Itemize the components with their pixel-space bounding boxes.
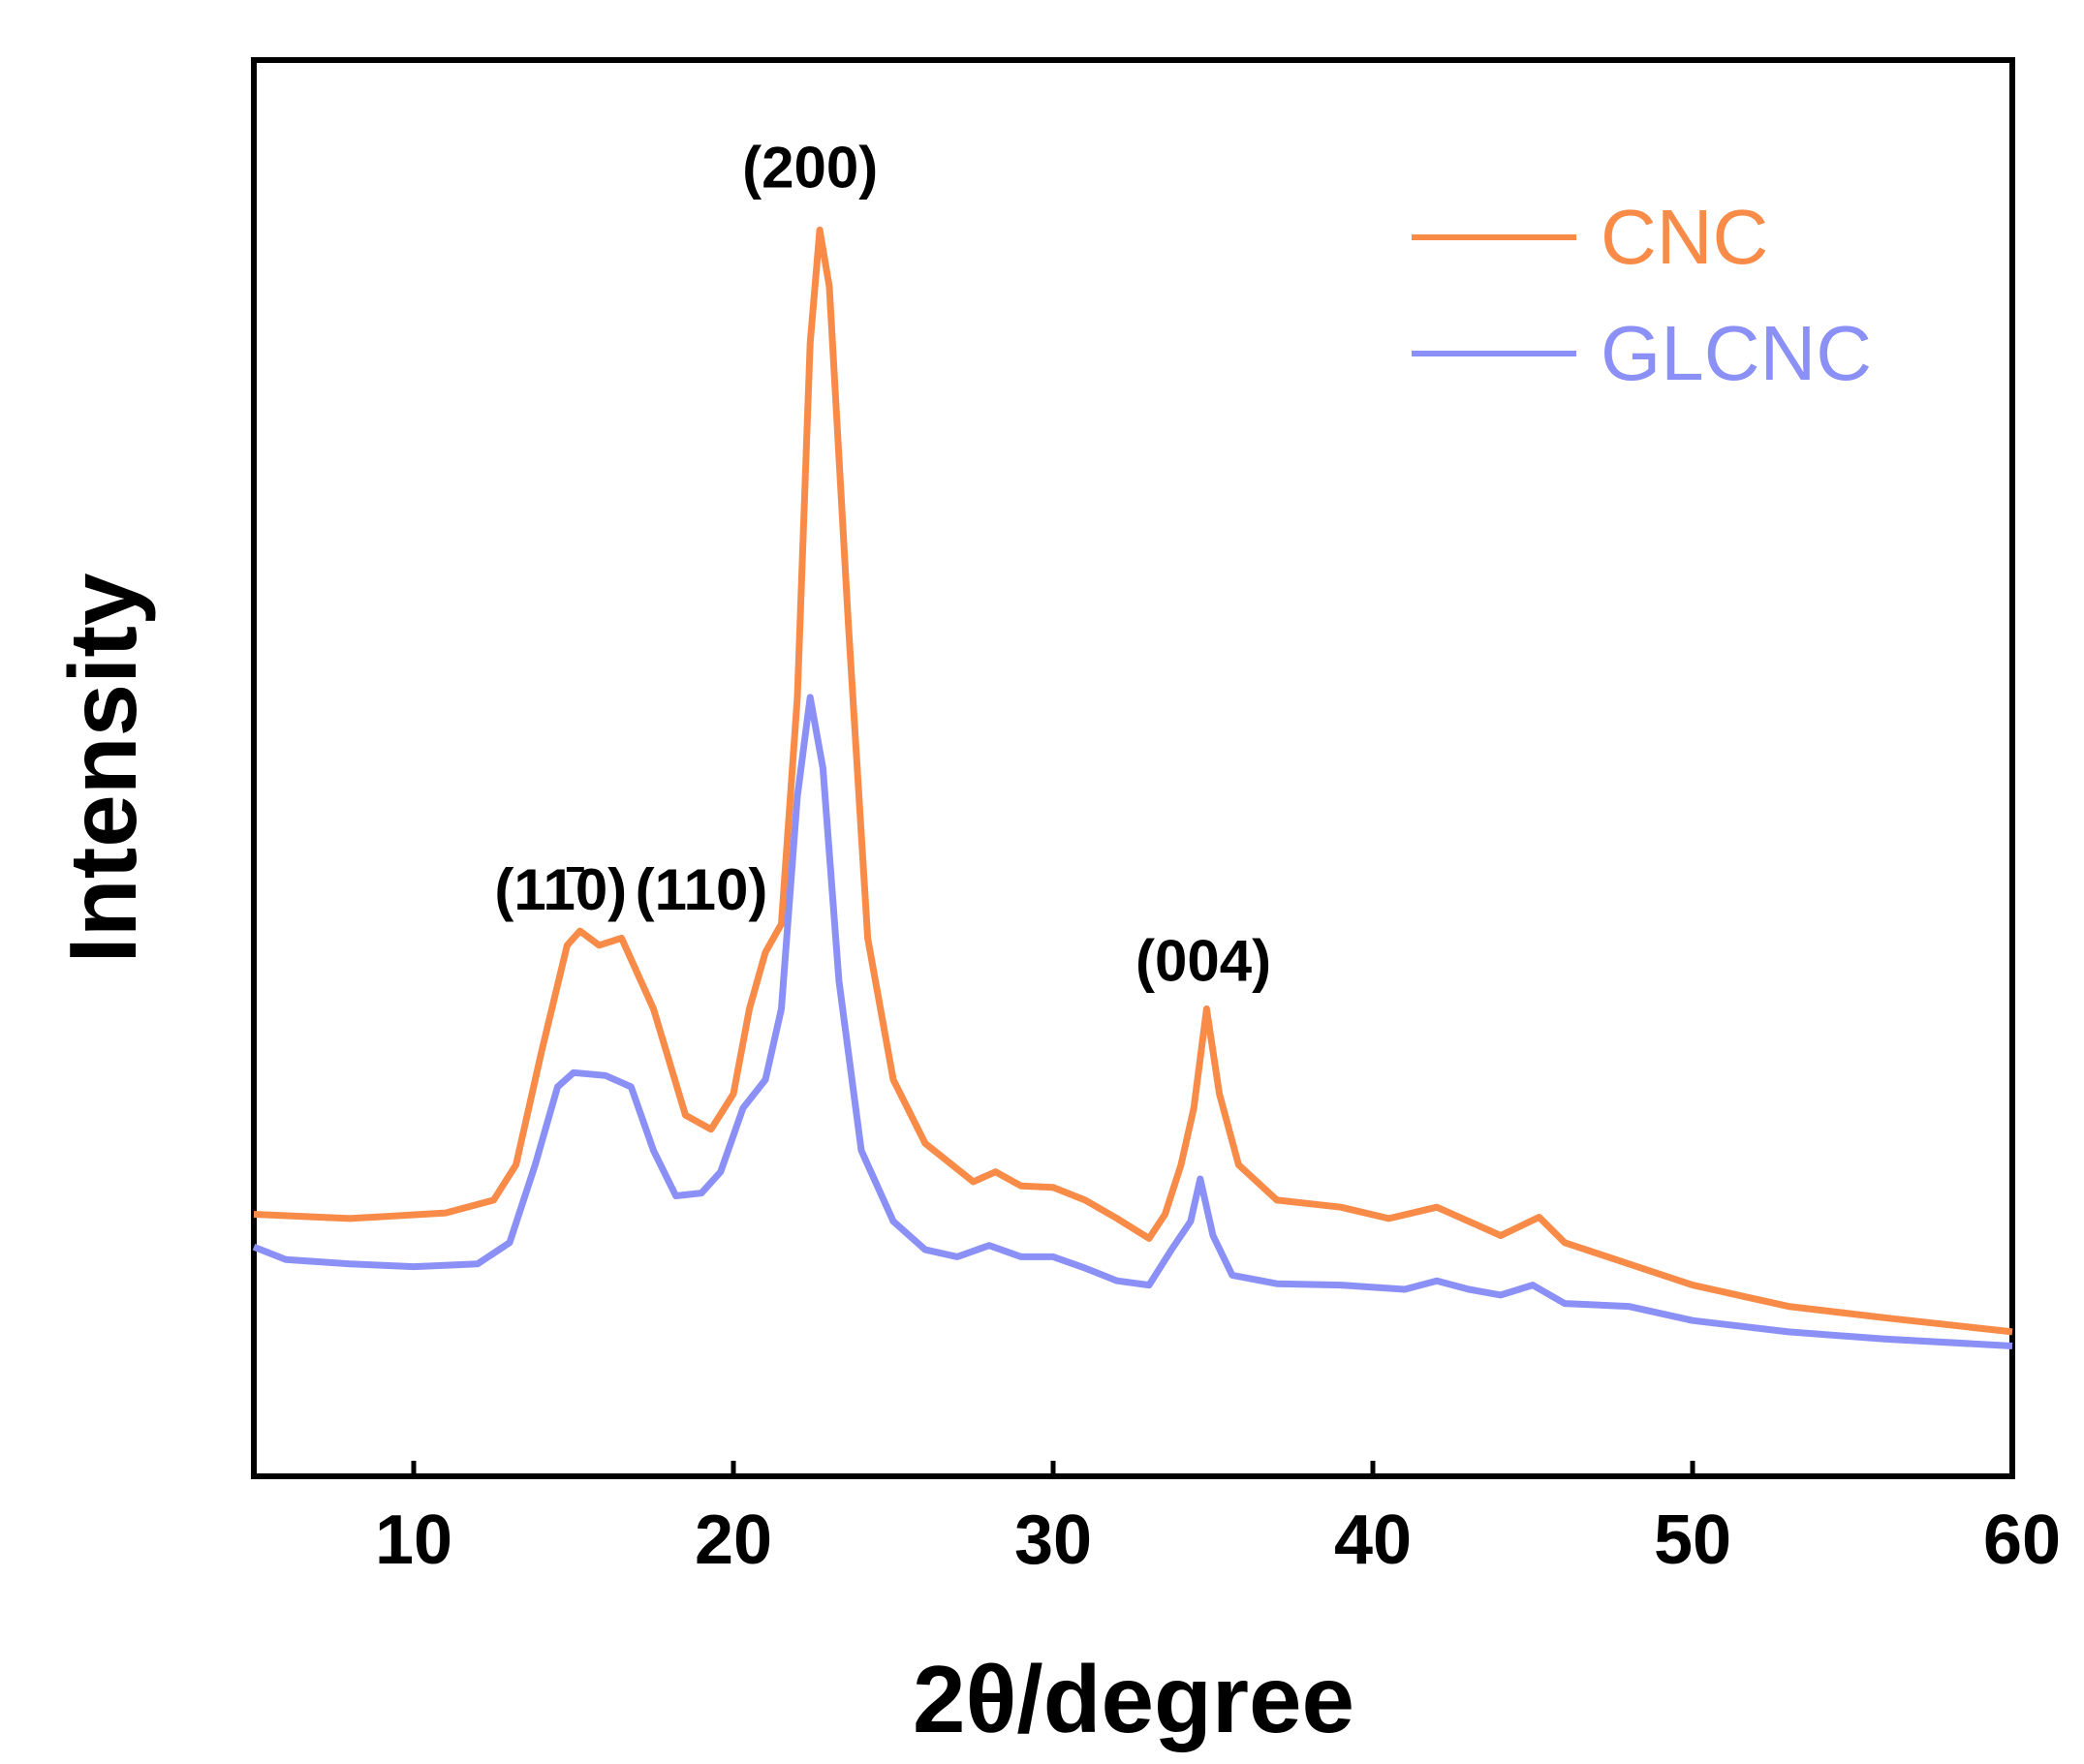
legend-label-glcnc: GLCNC xyxy=(1601,310,1872,396)
series-line-glcnc xyxy=(252,694,2013,1349)
legend-label-cnc: CNC xyxy=(1601,194,1768,280)
x-tick-label: 40 xyxy=(1334,1501,1412,1579)
legend: CNC GLCNC xyxy=(1412,194,1872,396)
series-line-cnc xyxy=(253,226,2013,1336)
x-tick-label: 30 xyxy=(1014,1501,1092,1579)
x-tick-label: 20 xyxy=(695,1501,772,1579)
x-tick-label: 60 xyxy=(1983,1501,2061,1579)
peak-label: (004) xyxy=(1135,928,1271,993)
peak-label: (110) xyxy=(636,857,768,922)
x-axis-title: 2θ/degree xyxy=(913,1646,1354,1752)
y-axis-title: Intensity xyxy=(49,573,156,964)
x-tick-label: 10 xyxy=(375,1501,452,1579)
peak-label: (11̄0) xyxy=(494,857,627,922)
x-tick-label: 50 xyxy=(1654,1501,1731,1579)
peak-annotations: (11̄0) (110) (200) (004) xyxy=(494,136,1271,994)
series-layer xyxy=(252,226,2013,1349)
x-axis-ticks: 10 20 30 40 50 60 xyxy=(375,1461,2061,1579)
peak-label: (200) xyxy=(742,136,878,201)
plot-frame xyxy=(251,57,2015,1479)
